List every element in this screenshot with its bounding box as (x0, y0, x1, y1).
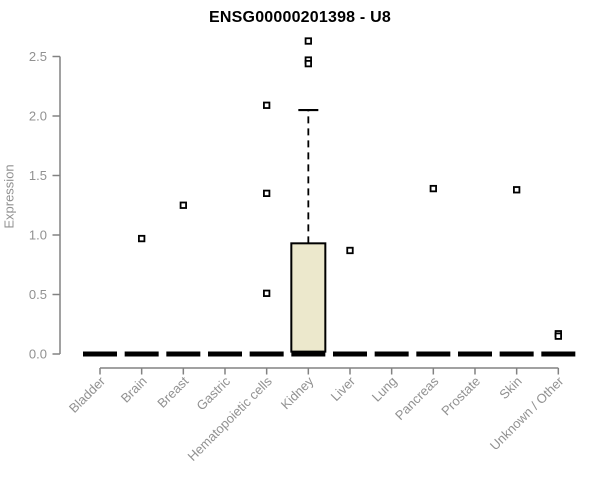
y-tick-label: 0.0 (29, 347, 47, 362)
median-line (332, 351, 367, 357)
outlier-point (179, 201, 187, 209)
x-tick-label: Breast (154, 373, 191, 410)
x-tick-label: Prostate (438, 374, 483, 419)
median-line (249, 351, 284, 357)
outlier-point (554, 332, 562, 340)
x-tick-label: Pancreas (392, 373, 442, 423)
outlier-point (138, 234, 146, 243)
x-tick-label: Unknown / Other (487, 373, 567, 453)
median-line (291, 351, 326, 357)
x-tick-label: Lung (369, 374, 400, 405)
median-line (499, 351, 534, 357)
outlier-point (304, 37, 312, 45)
median-line (457, 351, 492, 357)
chart-title: ENSG00000201398 - U8 (209, 9, 391, 26)
y-axis-label: Expression (1, 164, 17, 229)
median-line (541, 351, 576, 357)
median-line (83, 351, 117, 357)
outlier-point (513, 186, 521, 194)
outlier-point (263, 101, 271, 109)
x-tick-label: Kidney (278, 373, 317, 412)
median-line (207, 351, 242, 357)
x-tick-label: Brain (118, 374, 150, 406)
outlier-point (346, 246, 354, 255)
y-tick-label: 2.0 (29, 109, 47, 124)
y-tick-label: 2.5 (29, 49, 47, 64)
median-line (416, 351, 451, 357)
outlier-point (263, 289, 271, 297)
median-line (124, 351, 159, 357)
outlier-point (429, 184, 437, 193)
outlier-point (263, 189, 271, 198)
x-tick-label: Gastric (193, 373, 233, 413)
x-tick-label: Liver (328, 373, 359, 404)
x-tick-label: Bladder (66, 373, 109, 416)
median-line (166, 351, 201, 357)
x-tick-label: Skin (496, 374, 524, 402)
outlier-point (304, 59, 312, 68)
y-tick-label: 0.5 (29, 287, 47, 302)
median-line (374, 351, 409, 357)
box (290, 242, 327, 353)
y-tick-label: 1.5 (29, 168, 47, 183)
y-tick-label: 1.0 (29, 228, 47, 243)
